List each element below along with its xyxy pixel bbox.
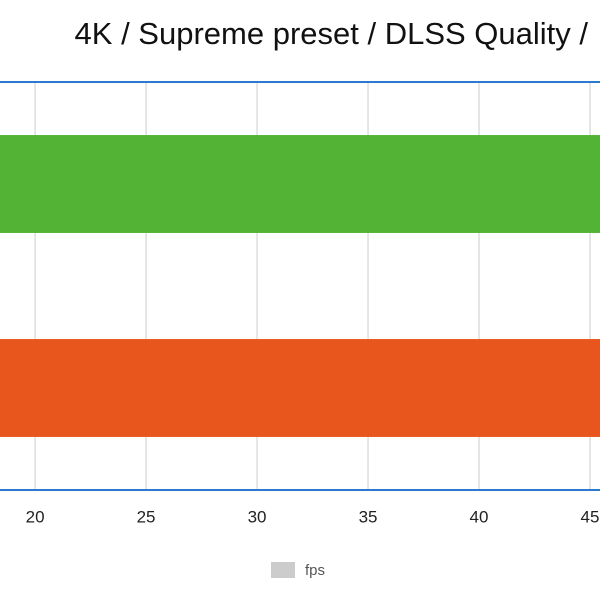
x-tick-label: 35 — [359, 507, 378, 526]
x-tick-label: 25 — [137, 507, 156, 526]
bar — [0, 339, 600, 437]
chart-title: 4K / Supreme preset / DLSS Quality / — [75, 16, 589, 51]
x-tick-label: 40 — [470, 507, 489, 526]
legend-swatch — [271, 562, 295, 578]
x-tick-label: 30 — [248, 507, 267, 526]
legend-label: fps — [305, 562, 325, 579]
x-tick-label: 45 — [581, 507, 600, 526]
x-tick-label: 20 — [26, 507, 45, 526]
bar — [0, 135, 600, 233]
